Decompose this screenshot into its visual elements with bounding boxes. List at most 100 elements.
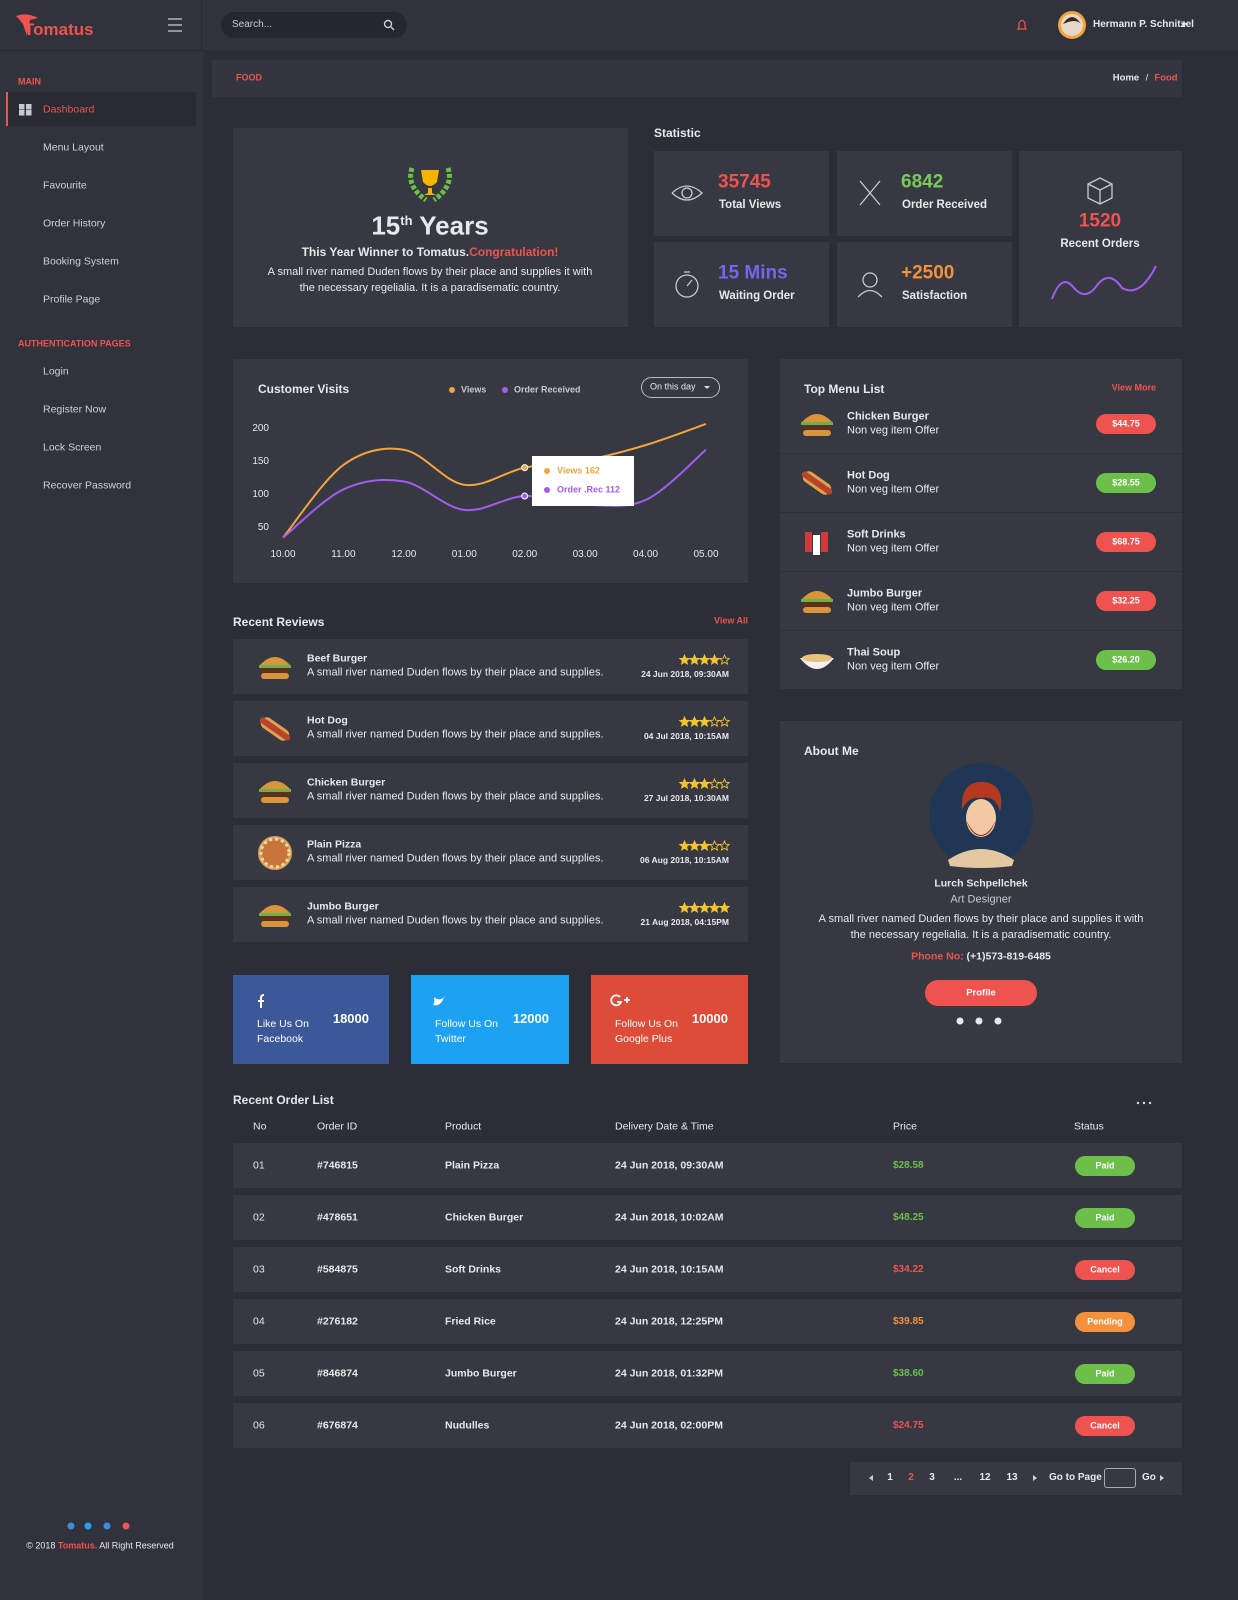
page-link[interactable]: ...	[953, 1472, 963, 1483]
legend-label: Order Received	[514, 384, 581, 395]
sidebar-item[interactable]: Dashboard	[43, 103, 95, 116]
chart-title: Customer Visits	[258, 381, 350, 396]
sidebar-item[interactable]: Order History	[43, 217, 106, 230]
order-row	[233, 1143, 1182, 1188]
x-tick-label: 04.00	[633, 549, 659, 560]
about-text: A small river named Duden flows by their…	[818, 913, 1144, 941]
stat-label: Waiting Order	[719, 290, 795, 303]
column-header: Delivery Date & Time	[615, 1120, 714, 1133]
review-row	[233, 701, 748, 756]
menu-item-desc: Non veg item Offer	[847, 601, 940, 614]
award-years: 15th Years	[371, 210, 488, 241]
social-count: 10000	[691, 1011, 728, 1027]
social-card[interactable]	[411, 975, 569, 1064]
sidebar-item[interactable]: Menu Layout	[43, 141, 104, 154]
page-link[interactable]: 2	[908, 1472, 914, 1483]
chart-filter-label[interactable]: On this day	[650, 381, 696, 392]
goto-input[interactable]	[1104, 1468, 1136, 1488]
stat-value: 6842	[901, 171, 944, 193]
review-text: A small river named Duden flows by their…	[307, 666, 604, 679]
award-headline: This Year Winner to Tomatus.Congratulati…	[302, 245, 559, 259]
award-word: Years	[412, 210, 489, 241]
column-header: Product	[445, 1120, 482, 1133]
order-status: Paid	[1095, 1368, 1115, 1379]
y-tick-label: 150	[252, 455, 269, 467]
y-tick-label: 100	[252, 488, 269, 500]
status-badge	[1075, 1364, 1135, 1384]
about-role: Art Designer	[950, 893, 1012, 906]
about-card	[780, 721, 1182, 1063]
social-card[interactable]	[591, 975, 748, 1064]
review-row	[233, 887, 748, 942]
recent-orders-label: Recent Orders	[1060, 238, 1140, 251]
breadcrumb-current: Food	[1154, 72, 1178, 84]
page-link[interactable]: 12	[979, 1472, 991, 1483]
sidebar-item[interactable]: Recover Password	[43, 479, 132, 492]
about-title: About Me	[804, 743, 859, 758]
sidebar-section-title: MAIN	[18, 76, 41, 87]
column-header: No	[253, 1120, 267, 1133]
award-text: A small river named Duden flows by their…	[267, 266, 593, 294]
page-link[interactable]: 3	[929, 1472, 935, 1483]
reviews-link[interactable]: View All	[713, 615, 748, 626]
sidebar-item[interactable]: Login	[43, 365, 69, 378]
stat-label: Satisfaction	[902, 290, 968, 303]
price-badge	[1096, 532, 1156, 552]
sidebar-item[interactable]: Profile Page	[43, 293, 101, 306]
user-name[interactable]: Hermann P. Schnitzel	[1093, 19, 1194, 30]
review-row	[233, 639, 748, 694]
page-link[interactable]: 1	[887, 1472, 893, 1483]
order-cell: #846874	[317, 1367, 358, 1380]
order-cell: 06	[253, 1419, 265, 1432]
sidebar-item[interactable]: Booking System	[43, 255, 119, 268]
search-placeholder[interactable]: Search...	[232, 19, 273, 30]
statistic-title: Statistic	[654, 125, 701, 140]
order-status: Cancel	[1090, 1420, 1120, 1431]
page-header	[212, 60, 1182, 97]
go-button[interactable]: Go	[1142, 1472, 1156, 1483]
order-cell: #276182	[317, 1315, 358, 1328]
stat-value: +2500	[901, 262, 955, 284]
tooltip-marker	[544, 487, 550, 493]
order-cell: Soft Drinks	[445, 1263, 502, 1276]
search-box[interactable]	[221, 12, 407, 38]
breadcrumb-home[interactable]: Home	[1112, 72, 1140, 84]
menu-item-price: $68.75	[1112, 536, 1140, 547]
order-cell: 24 Jun 2018, 01:32PM	[615, 1367, 723, 1380]
order-row	[233, 1403, 1182, 1448]
award-number: 15	[371, 210, 401, 241]
social-label: Like Us On Facebook	[257, 1018, 309, 1045]
social-count: 12000	[512, 1011, 549, 1027]
price-badge	[1096, 591, 1156, 611]
chart-filter[interactable]	[641, 377, 720, 398]
order-row	[233, 1299, 1182, 1344]
review-name: Plain Pizza	[307, 838, 362, 851]
active-item-bg	[6, 92, 196, 126]
menu-item-price: $26.20	[1112, 654, 1140, 665]
review-text: A small river named Duden flows by their…	[307, 728, 604, 741]
top-menu-link[interactable]: View More	[1111, 382, 1156, 393]
order-cell: #676874	[317, 1419, 358, 1432]
sidebar-item[interactable]: Register Now	[43, 403, 107, 416]
review-name: Jumbo Burger	[307, 900, 379, 913]
order-cell: Jumbo Burger	[445, 1367, 517, 1380]
social-card[interactable]	[233, 975, 389, 1064]
sidebar-item[interactable]: Favourite	[43, 179, 87, 192]
goto-label: Go to Page	[1049, 1472, 1102, 1483]
award-highlight: Congratulation!	[469, 244, 559, 259]
order-price: $34.22	[893, 1264, 924, 1275]
menu-item-name: Jumbo Burger	[847, 587, 923, 600]
sidebar-section-title: AUTHENTICATION PAGES	[18, 338, 131, 349]
profile-button-label[interactable]: Profile	[966, 987, 996, 999]
y-tick-label: 50	[257, 521, 269, 533]
order-row	[233, 1351, 1182, 1396]
x-tick-label: 03.00	[572, 549, 598, 560]
page-link[interactable]: 13	[1006, 1472, 1018, 1483]
profile-button[interactable]	[925, 980, 1037, 1006]
menu-item-name: Hot Dog	[847, 469, 890, 482]
status-badge	[1075, 1416, 1135, 1436]
row-divider	[780, 512, 1182, 513]
sidebar-item[interactable]: Lock Screen	[43, 441, 102, 454]
award-suffix: th	[400, 212, 413, 228]
y-tick-label: 200	[252, 422, 269, 434]
